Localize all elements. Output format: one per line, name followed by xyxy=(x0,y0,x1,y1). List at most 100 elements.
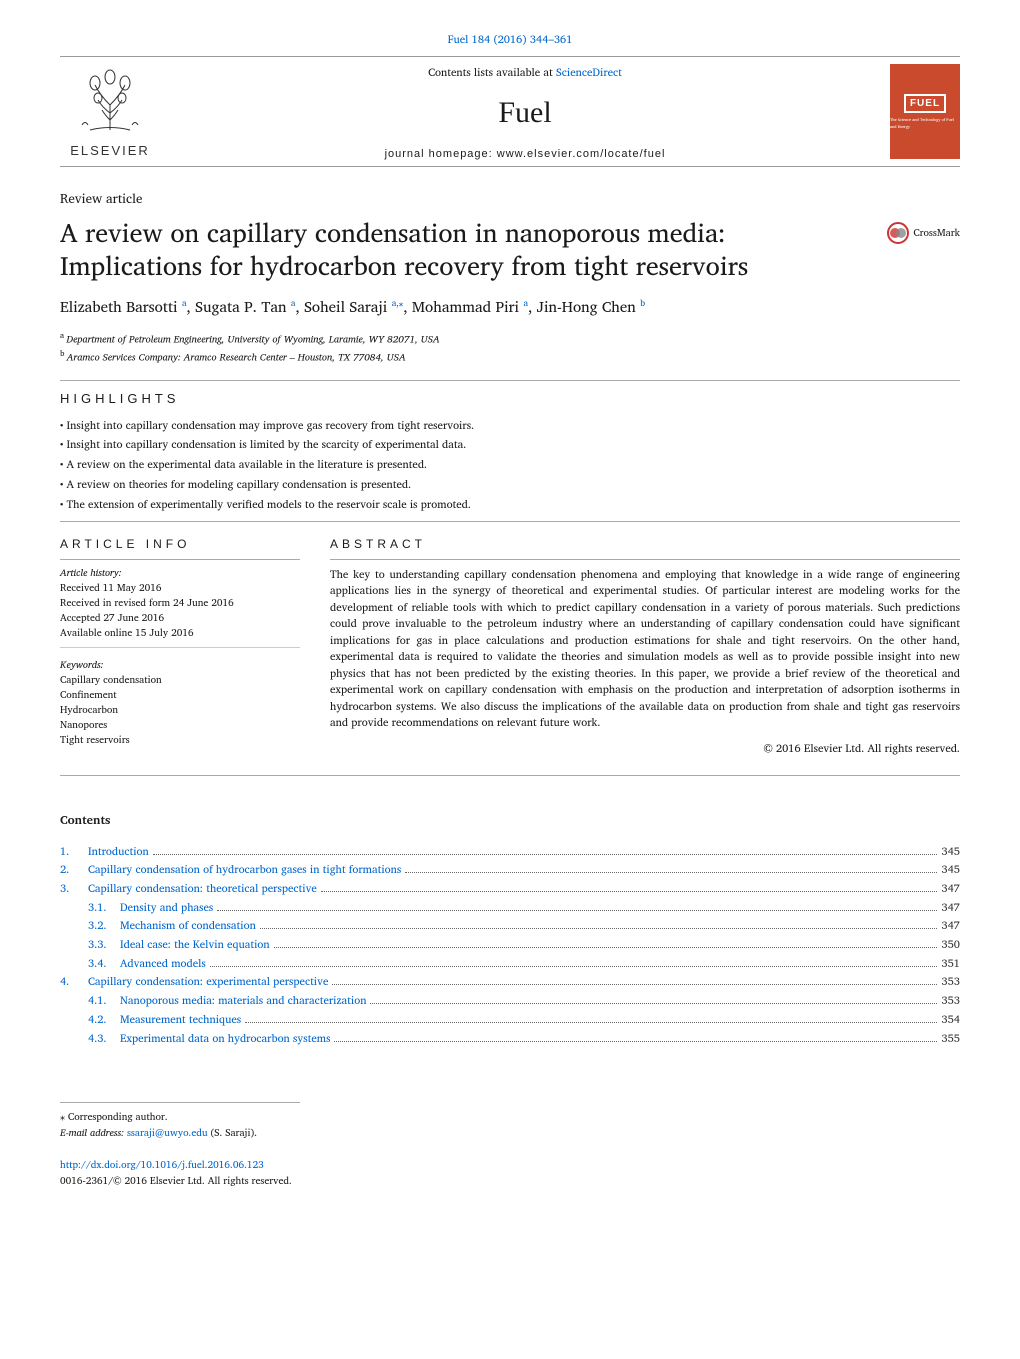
toc-entry[interactable]: 4.Capillary condensation: experimental p… xyxy=(60,972,960,991)
author: Elizabeth Barsotti a xyxy=(60,294,187,319)
toc-entry[interactable]: 4.3.Experimental data on hydrocarbon sys… xyxy=(60,1029,960,1048)
title-row: A review on capillary condensation in na… xyxy=(60,217,960,294)
toc-entry[interactable]: 1.Introduction 345 xyxy=(60,842,960,861)
toc-page: 350 xyxy=(941,935,960,954)
crossmark-label: CrossMark xyxy=(913,225,960,241)
toc-title: Capillary condensation of hydrocarbon ga… xyxy=(88,860,401,879)
author-affil-sup: b xyxy=(640,295,645,310)
highlight-item: A review on theories for modeling capill… xyxy=(60,475,960,495)
toc-entry[interactable]: 3.2.Mechanism of condensation 347 xyxy=(60,916,960,935)
toc-leader-dots xyxy=(370,1003,937,1004)
author-affil-sup: a,⁎ xyxy=(392,295,404,310)
toc-leader-dots xyxy=(332,984,937,985)
toc-entry[interactable]: 3.4.Advanced models 351 xyxy=(60,954,960,973)
toc-entry[interactable]: 4.1.Nanoporous media: materials and char… xyxy=(60,991,960,1010)
toc-page: 347 xyxy=(941,898,960,917)
article-info-label: ARTICLE INFO xyxy=(60,537,300,551)
toc-page: 353 xyxy=(941,991,960,1010)
history-line: Available online 15 July 2016 xyxy=(60,626,300,641)
contents-available-line: Contents lists available at ScienceDirec… xyxy=(160,63,890,81)
email-suffix: (S. Saraji). xyxy=(211,1125,258,1141)
keyword: Capillary condensation xyxy=(60,673,300,688)
toc-leader-dots xyxy=(217,910,937,911)
toc-number: 3.1. xyxy=(88,898,120,917)
toc-title: Introduction xyxy=(88,842,149,861)
abstract-column: ABSTRACT The key to understanding capill… xyxy=(330,537,960,757)
corresponding-email-link[interactable]: ssaraji@uwyo.edu xyxy=(127,1125,208,1141)
toc-page: 354 xyxy=(941,1010,960,1029)
keyword: Nanopores xyxy=(60,718,300,733)
toc-number: 4. xyxy=(60,972,88,991)
article-history: Article history: Received 11 May 2016Rec… xyxy=(60,566,300,648)
author-affil-sup: a xyxy=(523,295,528,310)
highlights-label: HIGHLIGHTS xyxy=(60,391,960,406)
keyword: Tight reservoirs xyxy=(60,733,300,748)
toc-page: 353 xyxy=(941,972,960,991)
toc-title: Advanced models xyxy=(120,954,206,973)
abstract-copyright: © 2016 Elsevier Ltd. All rights reserved… xyxy=(330,739,960,757)
toc-entry[interactable]: 3.3.Ideal case: the Kelvin equation 350 xyxy=(60,935,960,954)
citation-link[interactable]: Fuel 184 (2016) 344–361 xyxy=(448,30,573,48)
bottom-publication-info: http://dx.doi.org/10.1016/j.fuel.2016.06… xyxy=(60,1157,960,1189)
toc-entry[interactable]: 3.Capillary condensation: theoretical pe… xyxy=(60,879,960,898)
homepage-line: journal homepage: www.elsevier.com/locat… xyxy=(160,148,890,160)
toc-entry[interactable]: 2.Capillary condensation of hydrocarbon … xyxy=(60,860,960,879)
info-abstract-row: ARTICLE INFO Article history: Received 1… xyxy=(60,537,960,757)
toc-page: 345 xyxy=(941,860,960,879)
toc-leader-dots xyxy=(210,966,938,967)
divider xyxy=(60,521,960,522)
keywords-title: Keywords: xyxy=(60,658,300,673)
cover-subtitle: The Science and Technology of Fuel and E… xyxy=(890,116,960,130)
corresponding-note: ⁎ Corresponding author. xyxy=(60,1109,300,1125)
history-line: Received 11 May 2016 xyxy=(60,581,300,596)
elsevier-logo: ELSEVIER xyxy=(60,65,160,158)
cover-title: FUEL xyxy=(904,94,946,113)
author: Soheil Saraji a,⁎ xyxy=(304,294,403,319)
article-title: A review on capillary condensation in na… xyxy=(60,217,867,282)
toc-number: 3.3. xyxy=(88,935,120,954)
journal-citation: Fuel 184 (2016) 344–361 xyxy=(60,30,960,48)
highlight-item: Insight into capillary condensation may … xyxy=(60,416,960,436)
elsevier-tree-icon xyxy=(60,65,160,143)
divider xyxy=(60,559,300,560)
history-line: Accepted 27 June 2016 xyxy=(60,611,300,626)
abstract-text: The key to understanding capillary conde… xyxy=(330,566,960,731)
keywords-block: Keywords: Capillary condensationConfinem… xyxy=(60,658,300,748)
toc-entry[interactable]: 3.1.Density and phases 347 xyxy=(60,898,960,917)
toc-number: 4.1. xyxy=(88,991,120,1010)
history-title: Article history: xyxy=(60,566,300,581)
toc-number: 1. xyxy=(60,842,88,861)
toc-number: 3.2. xyxy=(88,916,120,935)
crossmark-icon xyxy=(887,222,909,244)
toc-title: Capillary condensation: theoretical pers… xyxy=(88,879,317,898)
toc-page: 355 xyxy=(941,1029,960,1048)
toc-page: 347 xyxy=(941,879,960,898)
authors-line: Elizabeth Barsotti a, Sugata P. Tan a, S… xyxy=(60,294,960,319)
author: Sugata P. Tan a xyxy=(195,294,295,319)
affiliation: a Department of Petroleum Engineering, U… xyxy=(60,329,960,347)
toc-title: Measurement techniques xyxy=(120,1010,241,1029)
toc-entry[interactable]: 4.2.Measurement techniques 354 xyxy=(60,1010,960,1029)
toc-number: 3.4. xyxy=(88,954,120,973)
toc-page: 345 xyxy=(941,842,960,861)
sciencedirect-link[interactable]: ScienceDirect xyxy=(556,63,622,81)
history-line: Received in revised form 24 June 2016 xyxy=(60,596,300,611)
toc-leader-dots xyxy=(260,928,938,929)
homepage-prefix: journal homepage: xyxy=(385,148,497,160)
toc-leader-dots xyxy=(321,891,938,892)
toc-title: Density and phases xyxy=(120,898,213,917)
highlight-item: A review on the experimental data availa… xyxy=(60,455,960,475)
toc-leader-dots xyxy=(405,872,937,873)
highlight-item: Insight into capillary condensation is l… xyxy=(60,435,960,455)
doi-link[interactable]: http://dx.doi.org/10.1016/j.fuel.2016.06… xyxy=(60,1157,264,1173)
crossmark-badge[interactable]: CrossMark xyxy=(887,222,960,244)
author: Mohammad Piri a xyxy=(412,294,528,319)
contents-heading: Contents xyxy=(60,811,960,830)
toc-leader-dots xyxy=(334,1041,937,1042)
keyword: Hydrocarbon xyxy=(60,703,300,718)
journal-header: ELSEVIER Contents lists available at Sci… xyxy=(60,56,960,167)
highlight-item: The extension of experimentally verified… xyxy=(60,495,960,515)
author-affil-sup: a xyxy=(182,295,187,310)
email-label: E-mail address: xyxy=(60,1125,124,1141)
toc-page: 351 xyxy=(941,954,960,973)
